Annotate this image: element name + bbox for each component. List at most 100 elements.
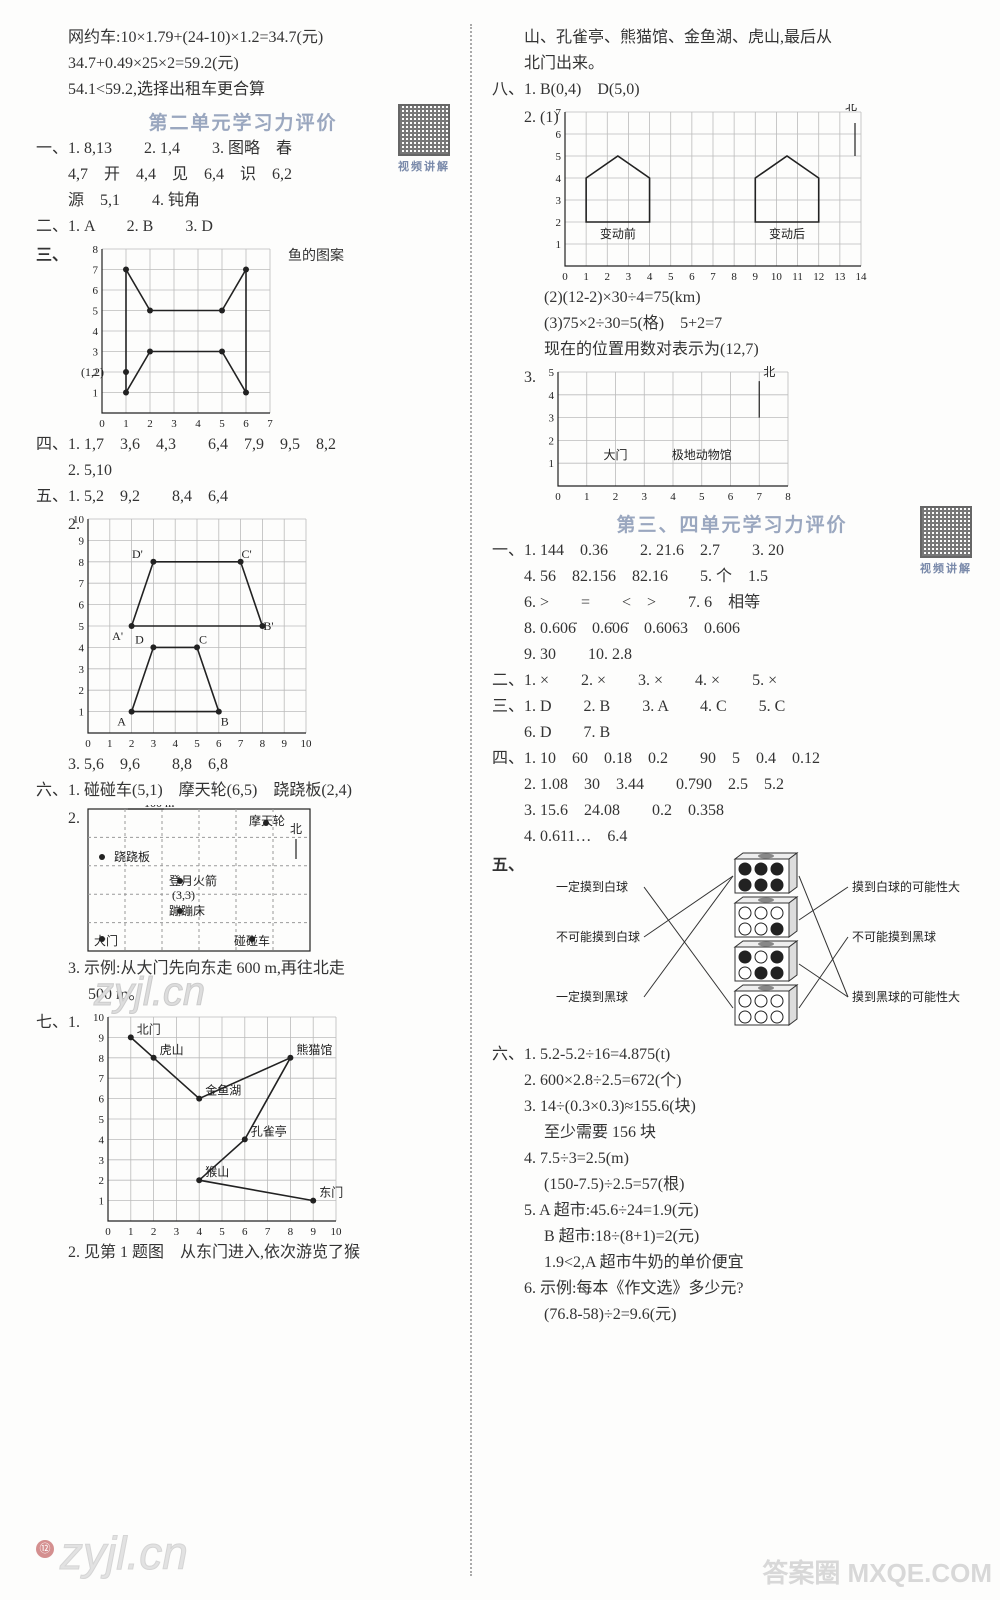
svg-text:A': A' (112, 629, 123, 643)
r-si: 3. 15.6 24.08 0.2 0.358 (492, 799, 972, 823)
svg-text:猴山: 猴山 (205, 1165, 229, 1179)
svg-text:5: 5 (99, 1114, 105, 1126)
liu-l3b: 500 m。 (36, 983, 450, 1007)
liu-q2: 2. (36, 807, 80, 831)
svg-text:4: 4 (196, 1226, 202, 1238)
svg-text:1: 1 (583, 271, 589, 283)
svg-text:8: 8 (260, 738, 266, 750)
svg-text:6: 6 (242, 1226, 248, 1238)
svg-text:2: 2 (613, 491, 619, 503)
svg-text:9: 9 (752, 271, 758, 283)
svg-text:1: 1 (123, 418, 129, 430)
svg-text:4: 4 (670, 491, 676, 503)
r-liu: B 超市:18÷(8+1)=2(元) (492, 1225, 972, 1249)
r-si: 四、1. 10 60 0.18 0.2 90 5 0.4 0.12 (492, 747, 972, 771)
si-line: 四、1. 1,7 3,6 4,3 6,4 7,9 9,5 8,2 (36, 433, 450, 457)
svg-text:3: 3 (555, 195, 561, 207)
svg-text:11: 11 (792, 271, 803, 283)
svg-text:9: 9 (79, 535, 85, 547)
wu-chart: 01234567891012345678910ABCDA'B'C'D' (64, 511, 314, 751)
svg-text:12: 12 (813, 271, 824, 283)
svg-text:不可能摸到黑球: 不可能摸到黑球 (852, 930, 936, 944)
svg-text:变动前: 变动前 (599, 226, 635, 241)
svg-text:孔雀亭: 孔雀亭 (251, 1123, 287, 1138)
san-chart: 0123456712345678(1,2) (78, 241, 278, 431)
svg-text:7: 7 (99, 1073, 105, 1085)
svg-text:13: 13 (834, 271, 846, 283)
svg-text:摸到黑球的可能性大: 摸到黑球的可能性大 (852, 989, 960, 1004)
svg-text:1: 1 (107, 738, 113, 750)
svg-text:北: 北 (845, 104, 857, 113)
svg-text:0: 0 (105, 1226, 111, 1238)
svg-text:5: 5 (93, 306, 99, 318)
r-san: 6. D 7. B (492, 721, 972, 745)
svg-text:6: 6 (243, 418, 249, 430)
svg-text:变动后: 变动后 (769, 226, 805, 241)
pre-line: 山、孔雀亭、熊猫馆、金鱼湖、虎山,最后从 (492, 26, 972, 50)
svg-text:2: 2 (147, 418, 153, 430)
r-yi: 9. 30 10. 2.8 (492, 643, 972, 667)
column-separator (470, 24, 472, 1576)
qr-icon (920, 506, 972, 558)
svg-text:6: 6 (79, 600, 85, 612)
svg-text:14: 14 (855, 271, 867, 283)
unit34-title: 第三、四单元学习力评价 视频讲解 (492, 510, 972, 537)
r-yi: 4. 56 82.156 82.16 5. 个 1.5 (492, 565, 972, 589)
svg-text:7: 7 (710, 271, 716, 283)
svg-text:极地动物馆: 极地动物馆 (672, 447, 732, 462)
svg-text:5: 5 (699, 491, 705, 503)
ba-l1: 八、1. B(0,4) D(5,0) (492, 78, 972, 102)
svg-text:2: 2 (604, 271, 610, 283)
ba-chart: 012345678910111213141234567变动前变动后北 (539, 104, 879, 284)
svg-text:大门: 大门 (94, 933, 118, 948)
svg-text:1: 1 (584, 491, 590, 503)
svg-text:(1,2): (1,2) (81, 365, 104, 379)
svg-text:2: 2 (151, 1226, 157, 1238)
svg-text:金鱼湖: 金鱼湖 (205, 1083, 241, 1098)
svg-text:4: 4 (195, 418, 201, 430)
svg-text:8: 8 (79, 557, 85, 569)
svg-text:5: 5 (194, 738, 200, 750)
svg-text:登月火箭: 登月火箭 (169, 873, 217, 888)
svg-text:1: 1 (128, 1226, 134, 1238)
page-number: ⑫ (36, 1540, 54, 1558)
svg-text:北门: 北门 (137, 1021, 161, 1036)
r-liu: 六、1. 5.2-5.2÷16=4.875(t) (492, 1043, 972, 1067)
svg-text:0: 0 (85, 738, 91, 750)
san-label: 三、 (36, 241, 68, 265)
svg-text:4: 4 (99, 1134, 105, 1146)
yi-line: 源 5,1 4. 钝角 (36, 189, 450, 213)
svg-text:(3,3): (3,3) (172, 888, 195, 902)
wu-diagram: 一定摸到白球不可能摸到白球一定摸到黑球摸到白球的可能性大不可能摸到黑球摸到黑球的… (552, 851, 972, 1041)
svg-text:8: 8 (785, 491, 791, 503)
svg-text:5: 5 (219, 418, 225, 430)
svg-text:0: 0 (99, 418, 105, 430)
ba-l2: (2)(12-2)×30÷4=75(km) (492, 286, 972, 310)
svg-text:10: 10 (771, 271, 783, 283)
svg-text:7: 7 (238, 738, 244, 750)
svg-text:虎山: 虎山 (160, 1043, 184, 1057)
svg-text:2: 2 (129, 738, 135, 750)
svg-text:3: 3 (625, 271, 631, 283)
liu-l3: 3. 示例:从大门先向东走 600 m,再往北走 (36, 957, 450, 981)
svg-text:7: 7 (265, 1226, 271, 1238)
qi-label: 七、1. (36, 1011, 80, 1035)
wu-q3: 3. 5,6 9,6 8,8 6,8 (36, 753, 450, 777)
liu-map: 100 m摩天轮北跷跷板登月火箭(3,3)蹦蹦床大门碰碰车 (84, 805, 314, 955)
svg-text:5: 5 (548, 367, 554, 379)
yi-line: 一、1. 8,13 2. 1,4 3. 图略 春 (36, 137, 450, 161)
svg-text:7: 7 (79, 578, 85, 590)
svg-text:8: 8 (288, 1226, 294, 1238)
svg-text:不可能摸到白球: 不可能摸到白球 (556, 929, 640, 944)
svg-text:5: 5 (555, 151, 561, 163)
svg-text:6: 6 (728, 491, 734, 503)
qr-label: 视频讲解 (398, 158, 450, 174)
r-yi: 8. 0.606̇ 0.6̇06̇ 0.6063 0.606 (492, 617, 972, 641)
svg-text:C: C (199, 632, 207, 646)
svg-text:4: 4 (555, 173, 561, 185)
r-liu: 5. A 超市:45.6÷24=1.9(元) (492, 1199, 972, 1223)
svg-text:1: 1 (79, 707, 85, 719)
svg-text:跷跷板: 跷跷板 (114, 849, 150, 864)
svg-text:4: 4 (548, 390, 554, 402)
svg-text:熊猫馆: 熊猫馆 (296, 1042, 332, 1057)
